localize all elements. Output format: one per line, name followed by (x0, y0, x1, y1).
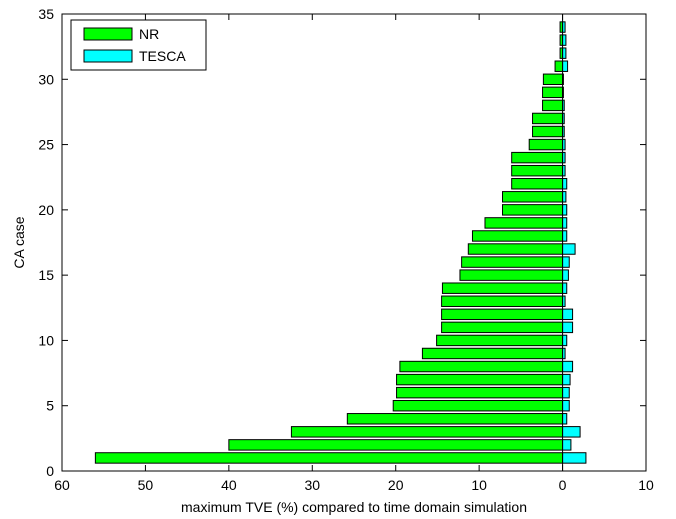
bar-nr-case-24 (511, 151, 564, 164)
ticks-layer (61, 13, 647, 472)
bar-tesca-case-11 (562, 321, 574, 334)
bar-nr-case-30 (542, 73, 564, 86)
bar-nr-case-23 (511, 164, 564, 177)
y-tick-label-2: 10 (38, 332, 54, 348)
bar-tesca-case-33 (562, 34, 567, 46)
plot-frame (61, 13, 647, 472)
bar-nr-case-28 (542, 99, 564, 112)
bar-nr-case-27 (532, 112, 564, 125)
bar-tesca-case-16 (562, 256, 570, 268)
bar-nr-case-26 (532, 125, 564, 138)
legend-swatch-tesca (83, 49, 133, 63)
x-tick-label-5: 10 (471, 477, 487, 493)
y-tick-label-0: 0 (46, 463, 54, 479)
bar-nr-case-10 (436, 334, 564, 347)
y-tick-label-6: 30 (38, 71, 54, 87)
bar-nr-case-1 (94, 452, 564, 464)
bars-layer (94, 21, 587, 464)
y-tick-labels: 0 5 10 15 20 25 30 35 (38, 6, 54, 479)
bar-tesca-case-12 (562, 308, 574, 321)
x-tick-labels: 60 50 40 30 20 10 0 10 (54, 477, 654, 493)
x-tick-label-6: 0 (559, 477, 567, 493)
x-tick-label-4: 20 (388, 477, 404, 493)
bar-tesca-case-4 (562, 413, 568, 425)
bar-tesca-case-8 (562, 360, 574, 373)
bar-nr-case-25 (528, 138, 564, 151)
x-tick-label-2: 40 (221, 477, 237, 493)
bar-nr-case-22 (511, 178, 564, 190)
bar-tesca-case-20 (562, 204, 568, 216)
bar-nr-case-14 (441, 282, 564, 294)
bar-nr-case-12 (441, 308, 564, 321)
bar-tesca-case-1 (562, 452, 587, 464)
bar-nr-case-31 (554, 60, 564, 72)
bar-nr-case-4 (346, 413, 564, 425)
y-tick-label-5: 25 (38, 137, 54, 153)
legend-label-tesca: TESCA (139, 48, 186, 64)
bar-tesca-case-22 (562, 178, 568, 190)
bar-nr-case-17 (467, 243, 564, 255)
y-tick-label-4: 20 (38, 202, 54, 218)
x-axis-label: maximum TVE (%) compared to time domain … (181, 499, 527, 515)
bar-tesca-case-21 (562, 191, 567, 203)
bar-nr-case-19 (484, 217, 564, 229)
bar-tesca-case-19 (562, 217, 568, 229)
y-axis-label: CA case (11, 216, 27, 268)
bar-tesca-case-15 (562, 269, 569, 281)
bar-tesca-case-7 (562, 373, 571, 386)
bar-nr-case-2 (228, 439, 564, 451)
bar-tesca-case-6 (562, 386, 570, 399)
y-tick-label-7: 35 (38, 6, 54, 22)
x-tick-label-1: 50 (138, 477, 154, 493)
legend-label-nr: NR (139, 26, 159, 42)
bar-tesca-case-31 (562, 60, 569, 72)
bar-nr-case-16 (461, 256, 564, 268)
bar-nr-case-8 (399, 360, 564, 373)
bar-nr-case-7 (396, 373, 564, 386)
bar-tesca-case-18 (562, 230, 568, 242)
bar-tesca-case-2 (562, 439, 572, 451)
bar-nr-case-5 (392, 399, 564, 412)
bar-nr-case-9 (421, 347, 564, 360)
legend: NR TESCA (70, 19, 207, 71)
x-tick-label-0: 60 (54, 477, 70, 493)
bar-nr-case-6 (396, 386, 564, 399)
bar-tesca-case-17 (562, 243, 576, 255)
bar-nr-case-11 (441, 321, 564, 334)
bar-nr-case-18 (471, 230, 564, 242)
bar-nr-case-20 (502, 204, 564, 216)
bar-tesca-case-3 (562, 426, 581, 438)
bar-nr-case-15 (459, 269, 564, 281)
bar-nr-case-13 (441, 295, 564, 307)
bar-tesca-case-10 (562, 334, 568, 347)
bar-nr-case-3 (290, 426, 564, 438)
legend-swatch-nr (83, 27, 133, 41)
x-tick-label-3: 30 (304, 477, 320, 493)
x-tick-label-7: 10 (638, 477, 654, 493)
bar-nr-case-29 (542, 86, 564, 99)
bar-tesca-case-5 (562, 399, 570, 412)
y-tick-label-1: 5 (46, 398, 54, 414)
bar-nr-case-21 (502, 191, 564, 203)
y-tick-label-3: 15 (38, 267, 54, 283)
bar-tesca-case-32 (562, 47, 567, 59)
bar-tesca-case-14 (562, 282, 568, 294)
